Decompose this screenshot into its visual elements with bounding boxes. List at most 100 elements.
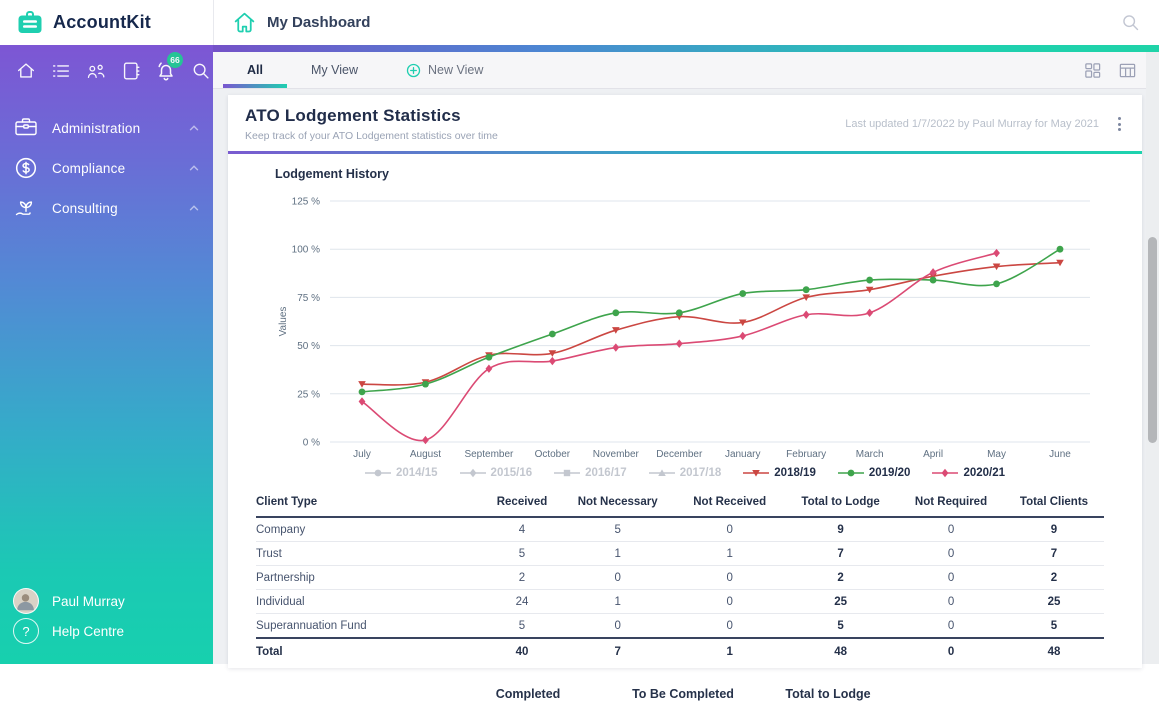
legend-item-2014-15[interactable]: 2014/15	[365, 467, 438, 479]
client-type-cell: Trust	[256, 542, 485, 566]
value-cell: 2	[783, 566, 898, 590]
plus-circle-icon	[406, 63, 421, 78]
legend-item-2019-20[interactable]: 2019/20	[838, 467, 911, 479]
notifications-icon[interactable]: 66	[153, 58, 178, 84]
svg-text:0 %: 0 %	[303, 438, 320, 449]
client-type-cell: Partnership	[256, 566, 485, 590]
svg-text:October: October	[535, 449, 571, 460]
client-type-cell: Company	[256, 517, 485, 542]
kebab-menu-icon[interactable]	[1113, 114, 1126, 134]
tab-all[interactable]: All	[223, 52, 287, 88]
summary-row: Completed To Be Completed Total to Lodge	[228, 675, 1142, 705]
value-cell: 5	[1004, 614, 1104, 639]
legend-label: 2016/17	[585, 467, 627, 479]
summary-completed-label: Completed	[496, 687, 561, 701]
card-title: ATO Lodgement Statistics	[245, 106, 498, 126]
card-subtitle: Keep track of your ATO Lodgement statist…	[245, 130, 498, 142]
value-cell: 0	[898, 542, 1004, 566]
sidebar-item-administration[interactable]: Administration	[0, 108, 213, 148]
search-icon[interactable]	[1120, 12, 1141, 33]
chevron-up-icon	[187, 201, 201, 215]
legend-label: 2018/19	[774, 467, 816, 479]
column-header: Total to Lodge	[783, 493, 898, 517]
svg-text:August: August	[410, 449, 441, 460]
list-icon[interactable]	[48, 58, 73, 84]
value-cell: 1	[559, 590, 676, 614]
contacts-icon[interactable]	[118, 58, 143, 84]
summary-to-be-completed-label: To Be Completed	[632, 687, 734, 701]
svg-text:125 %: 125 %	[292, 197, 320, 208]
page-title: My Dashboard	[267, 14, 370, 31]
user-profile[interactable]: Paul Murray	[0, 586, 213, 616]
svg-text:September: September	[464, 449, 514, 460]
diamond-marker-icon	[932, 468, 958, 478]
column-header: Received	[485, 493, 559, 517]
legend-label: 2020/21	[963, 467, 1005, 479]
legend-item-2016-17[interactable]: 2016/17	[554, 467, 627, 479]
avatar	[13, 588, 39, 614]
legend-item-2020-21[interactable]: 2020/21	[932, 467, 1005, 479]
search-icon[interactable]	[188, 58, 213, 84]
dollar-circle-icon	[13, 155, 39, 181]
brand-logo[interactable]: AccountKit	[0, 0, 213, 45]
value-cell: 0	[559, 566, 676, 590]
home-icon[interactable]	[13, 58, 38, 84]
header-main: My Dashboard	[213, 0, 1159, 45]
svg-text:May: May	[987, 449, 1006, 460]
scrollbar-thumb[interactable]	[1148, 237, 1157, 443]
value-cell: 48	[1004, 638, 1104, 665]
legend-label: 2017/18	[680, 467, 722, 479]
client-type-cell: Individual	[256, 590, 485, 614]
chevron-up-icon	[187, 161, 201, 175]
plant-hand-icon	[13, 195, 39, 221]
value-cell: 25	[783, 590, 898, 614]
user-name: Paul Murray	[52, 594, 125, 609]
sidebar-item-compliance[interactable]: Compliance	[0, 148, 213, 188]
gradient-strip	[213, 45, 1159, 52]
value-cell: 25	[1004, 590, 1104, 614]
table-layout-icon[interactable]	[1118, 61, 1137, 80]
square-marker-icon	[554, 468, 580, 478]
ato-lodgement-card: ATO Lodgement Statistics Keep track of y…	[228, 95, 1142, 668]
svg-text:January: January	[725, 449, 761, 460]
tab-new-view[interactable]: New View	[382, 52, 507, 88]
help-label: Help Centre	[52, 624, 124, 639]
circle-marker-icon	[365, 468, 391, 478]
value-cell: 1	[676, 638, 783, 665]
help-icon: ?	[13, 618, 39, 644]
value-cell: 0	[676, 517, 783, 542]
grid-layout-icon[interactable]	[1083, 61, 1102, 80]
value-cell: 7	[559, 638, 676, 665]
value-cell: 0	[676, 566, 783, 590]
tab-my-view[interactable]: My View	[287, 52, 382, 88]
briefcase-logo-icon	[17, 11, 43, 34]
sidebar-item-label: Consulting	[52, 201, 118, 216]
sidebar-footer: Paul Murray ? Help Centre	[0, 586, 213, 646]
legend-item-2015-16[interactable]: 2015/16	[460, 467, 533, 479]
legend-item-2018-19[interactable]: 2018/19	[743, 467, 816, 479]
svg-text:50 %: 50 %	[297, 341, 320, 352]
value-cell: 0	[898, 590, 1004, 614]
column-header: Not Necessary	[559, 493, 676, 517]
scrollbar-track[interactable]	[1146, 52, 1159, 664]
triangle-down-marker-icon	[743, 468, 769, 478]
value-cell: 0	[898, 614, 1004, 639]
svg-text:25 %: 25 %	[297, 389, 320, 400]
help-centre[interactable]: ? Help Centre	[0, 616, 213, 646]
sidebar-item-consulting[interactable]: Consulting	[0, 188, 213, 228]
svg-text:July: July	[353, 449, 371, 460]
svg-text:April: April	[923, 449, 943, 460]
home-icon[interactable]	[232, 10, 257, 35]
toolbox-icon	[13, 115, 39, 141]
column-header: Total Clients	[1004, 493, 1104, 517]
legend-item-2017-18[interactable]: 2017/18	[649, 467, 722, 479]
value-cell: 24	[485, 590, 559, 614]
people-icon[interactable]	[83, 58, 108, 84]
summary-total-to-lodge-label: Total to Lodge	[785, 687, 870, 701]
